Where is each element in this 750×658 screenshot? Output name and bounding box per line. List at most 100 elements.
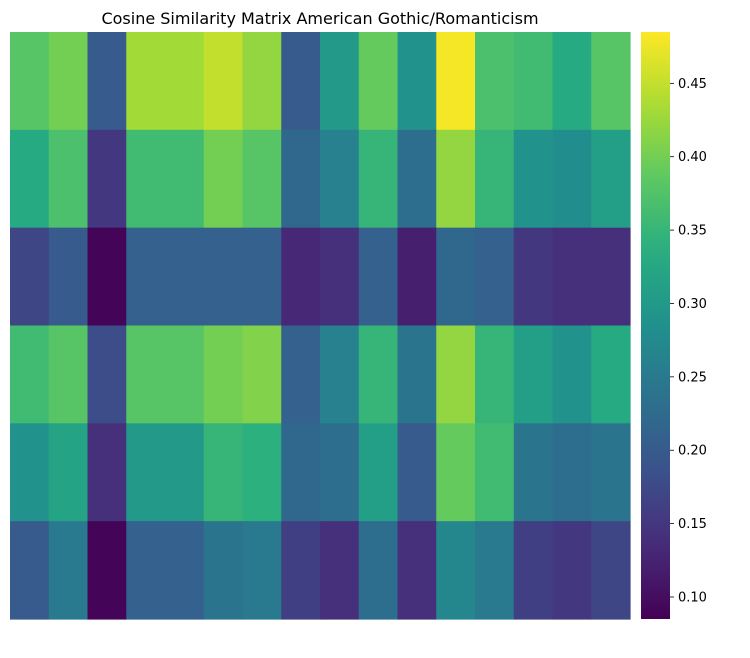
heatmap-cell xyxy=(552,423,592,522)
heatmap-cell xyxy=(320,129,360,229)
heatmap-cell xyxy=(513,32,554,131)
heatmap-cell xyxy=(87,32,127,131)
heatmap-cell xyxy=(242,325,282,424)
colorbar-tick-label: 0.35 xyxy=(678,224,707,239)
heatmap-cell xyxy=(436,325,476,424)
heatmap-cell xyxy=(165,129,205,229)
heatmap-cell xyxy=(48,227,89,327)
heatmap-cell xyxy=(475,521,515,620)
heatmap-cell xyxy=(242,423,282,522)
heatmap-cell xyxy=(591,423,631,522)
heatmap-cell xyxy=(242,129,282,229)
heatmap-cell xyxy=(281,521,321,620)
heatmap-cell xyxy=(475,325,515,424)
heatmap-cell xyxy=(203,521,244,620)
heatmap-cell xyxy=(320,325,360,424)
heatmap-cell xyxy=(126,325,166,424)
heatmap-cell xyxy=(591,227,631,327)
colorbar-tick-label: 0.45 xyxy=(678,77,707,92)
heatmap-cell xyxy=(436,129,476,229)
colorbar-tick-label: 0.25 xyxy=(678,370,707,385)
heatmap-cell xyxy=(358,32,399,131)
heatmap-cell xyxy=(475,129,515,229)
heatmap-cell xyxy=(87,129,127,229)
heatmap-cell xyxy=(475,227,515,327)
heatmap-cell xyxy=(397,325,437,424)
heatmap-cell xyxy=(126,129,166,229)
heatmap-cell xyxy=(87,227,127,327)
heatmap-cell xyxy=(475,423,515,522)
heatmap-cell xyxy=(591,32,631,131)
heatmap-cell xyxy=(358,521,399,620)
heatmap-cell xyxy=(10,521,50,620)
heatmap-cell xyxy=(397,129,437,229)
heatmap-cell xyxy=(165,227,205,327)
heatmap-cell xyxy=(397,32,437,131)
heatmap-cells xyxy=(10,32,631,620)
heatmap-cell xyxy=(513,521,554,620)
colorbar-tick-label: 0.30 xyxy=(678,297,707,312)
heatmap-cell xyxy=(358,325,399,424)
heatmap-cell xyxy=(165,521,205,620)
heatmap-cell xyxy=(513,129,554,229)
heatmap-cell xyxy=(397,521,437,620)
heatmap-cell xyxy=(320,227,360,327)
heatmap-cell xyxy=(552,227,592,327)
heatmap-cell xyxy=(281,325,321,424)
heatmap-cell xyxy=(513,325,554,424)
colorbar-tick-label: 0.10 xyxy=(678,590,707,605)
heatmap-cell xyxy=(320,423,360,522)
heatmap-cell xyxy=(48,129,89,229)
heatmap-cell xyxy=(397,423,437,522)
heatmap-cell xyxy=(320,32,360,131)
heatmap-cell xyxy=(87,521,127,620)
heatmap-cell xyxy=(165,32,205,131)
heatmap-cell xyxy=(126,32,166,131)
heatmap-cell xyxy=(10,129,50,229)
heatmap-cell xyxy=(242,521,282,620)
heatmap-cell xyxy=(48,521,89,620)
heatmap-cell xyxy=(281,423,321,522)
colorbar-tick-label: 0.15 xyxy=(678,517,707,532)
heatmap-cell xyxy=(552,129,592,229)
heatmap-cell xyxy=(48,325,89,424)
colorbar-gradient xyxy=(641,32,670,619)
heatmap-cell xyxy=(10,325,50,424)
heatmap-cell xyxy=(48,423,89,522)
heatmap-cell xyxy=(48,32,89,131)
heatmap-cell xyxy=(436,227,476,327)
heatmap-cell xyxy=(126,423,166,522)
heatmap-cell xyxy=(165,423,205,522)
heatmap-cell xyxy=(87,423,127,522)
heatmap-cell xyxy=(513,423,554,522)
colorbar-ticks: 0.10 0.15 0.20 0.25 0.30 0.35 0.40 0.45 xyxy=(670,77,707,605)
heatmap-cell xyxy=(203,32,244,131)
heatmap-cell xyxy=(203,129,244,229)
heatmap-cell xyxy=(436,423,476,522)
heatmap-cell xyxy=(165,325,205,424)
heatmap-cell xyxy=(475,32,515,131)
chart-title: Cosine Similarity Matrix American Gothic… xyxy=(101,9,538,28)
colorbar-tick-label: 0.40 xyxy=(678,150,707,165)
heatmap-cell xyxy=(10,227,50,327)
colorbar: 0.10 0.15 0.20 0.25 0.30 0.35 0.40 0.45 xyxy=(641,32,707,619)
heatmap-cell xyxy=(591,325,631,424)
heatmap-cell xyxy=(320,521,360,620)
heatmap-cell xyxy=(242,227,282,327)
heatmap-cell xyxy=(10,32,50,131)
heatmap-cell xyxy=(358,227,399,327)
heatmap-cell xyxy=(10,423,50,522)
heatmap-cell xyxy=(436,521,476,620)
heatmap-cell xyxy=(281,227,321,327)
colorbar-tick-label: 0.20 xyxy=(678,444,707,459)
heatmap-cell xyxy=(87,325,127,424)
heatmap-cell xyxy=(552,521,592,620)
heatmap-cell xyxy=(242,32,282,131)
heatmap-cell xyxy=(203,227,244,327)
heatmap-cell xyxy=(552,32,592,131)
heatmap-cell xyxy=(281,129,321,229)
heatmap-cell xyxy=(591,129,631,229)
heatmap-cell xyxy=(436,32,476,131)
heatmap-cell xyxy=(591,521,631,620)
